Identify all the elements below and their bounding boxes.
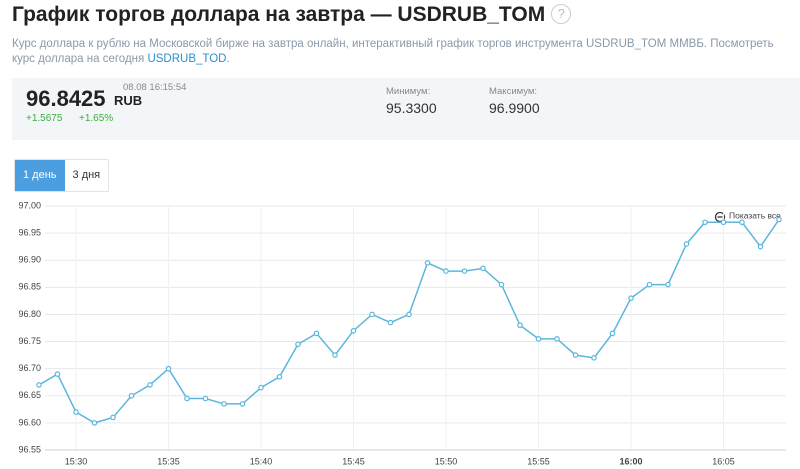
point (757, 243, 764, 250)
x-tick-label: 15:55 (527, 456, 550, 466)
point (91, 420, 98, 426)
point (720, 219, 727, 226)
point (683, 241, 690, 247)
point (36, 382, 42, 388)
point (332, 352, 338, 358)
min-value: 95.3300 (386, 100, 437, 116)
currency: RUB (114, 93, 143, 108)
link[interactable]: USDRUB_TOD (147, 53, 227, 65)
price: 96.8425 (26, 86, 106, 111)
y-tick-label: 96.60 (18, 417, 41, 427)
point (424, 260, 431, 266)
x-tick-label: 15:35 (157, 456, 180, 466)
quote-box: 96.8425 RUB 08.08 16:15:54 +1.5675 +1.65… (12, 78, 800, 140)
point (628, 295, 634, 301)
point (239, 401, 246, 407)
y-tick-label: 96.90 (18, 255, 41, 265)
point (350, 327, 357, 334)
point (554, 336, 560, 342)
y-tick-label: 96.65 (18, 390, 41, 400)
help-icon[interactable]: ? (551, 4, 572, 24)
title-text: График торгов доллара на завтра — USDRUB… (12, 3, 546, 26)
timestamp: 08.08 16:15:54 (123, 82, 187, 93)
point (54, 371, 61, 377)
x-tick-label: 16:05 (712, 456, 735, 466)
y-tick-label: 96.95 (18, 227, 41, 237)
line (38, 219, 780, 424)
point (73, 409, 79, 415)
x-tick-label: 15:50 (435, 456, 458, 466)
point (258, 384, 264, 391)
description-tail: . (226, 53, 230, 65)
point (147, 382, 153, 388)
point (276, 373, 283, 380)
y-tick-label: 96.70 (18, 363, 41, 373)
point (110, 414, 116, 421)
point (184, 395, 190, 402)
point (609, 330, 616, 337)
point (739, 219, 745, 226)
period-button[interactable]: 1 день (15, 160, 65, 191)
y-tick-label: 97.00 (18, 200, 41, 210)
point (498, 281, 505, 288)
y-tick-label: 96.80 (18, 309, 41, 319)
x-tick-label: 15:30 (65, 456, 88, 466)
point (572, 352, 579, 358)
x-tick-label: 15:40 (250, 456, 273, 466)
y-tick-label: 96.75 (18, 336, 41, 346)
point (646, 281, 653, 288)
point (165, 365, 172, 372)
max-value: 96.9900 (489, 100, 540, 116)
point (480, 265, 486, 272)
title: График торгов доллара на завтра — USDRUB… (12, 3, 572, 27)
description: Курс доллара к рублю на Московской бирже… (12, 37, 782, 67)
point (517, 322, 523, 329)
point (221, 401, 227, 407)
x-tick-label: 15:45 (342, 456, 365, 466)
point (591, 355, 597, 361)
change-pct: +1.65% (79, 113, 114, 124)
max-label: Максимум: (489, 86, 538, 97)
min-label: Минимум: (386, 86, 431, 97)
point (295, 341, 301, 348)
description-text: Курс доллара к рублю на Московской бирже… (12, 38, 774, 65)
change: +1.5675 (26, 113, 63, 124)
zoom-reset[interactable]: Показать все (729, 210, 781, 220)
point (128, 392, 135, 399)
y-tick-label: 96.55 (18, 444, 41, 454)
x-tick-label: 16:00 (619, 456, 642, 466)
point (202, 395, 209, 402)
point (369, 311, 375, 318)
point (535, 336, 542, 342)
point (443, 268, 449, 274)
point (702, 219, 708, 226)
point (387, 319, 394, 326)
period-button[interactable]: 3 дня (72, 169, 101, 181)
zoom-icon[interactable] (714, 211, 726, 223)
point (776, 216, 782, 223)
point (313, 330, 320, 337)
y-tick-label: 96.85 (18, 282, 41, 292)
period-tabs: 1 день 3 дня (14, 159, 110, 192)
point (406, 311, 412, 318)
point (665, 281, 671, 288)
point (461, 268, 468, 274)
